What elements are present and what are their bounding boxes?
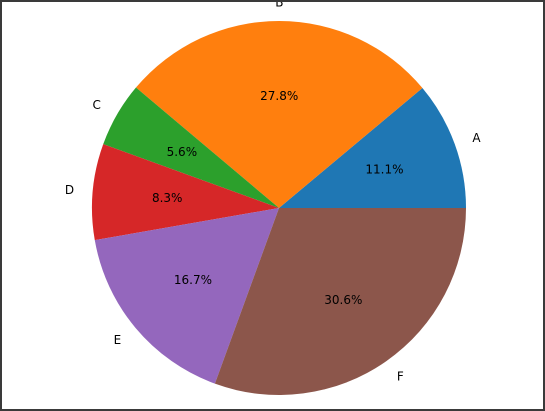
percentage-labels: 11.1% 27.8% 5.6% 8.3% 16.7% 30.6% <box>152 89 404 307</box>
category-label-f: F <box>397 370 404 384</box>
pie-slice-b <box>135 20 423 208</box>
category-label-b: B <box>275 2 283 9</box>
category-labels: A B C D E F <box>65 2 482 384</box>
category-label-c: C <box>93 98 101 112</box>
pie-slice-d <box>91 144 279 241</box>
category-label-d: D <box>65 183 74 197</box>
pie-slice-c <box>103 87 280 208</box>
pct-label-b: 27.8% <box>260 89 298 103</box>
pie-slice-f <box>214 208 466 396</box>
category-label-e: E <box>114 333 122 347</box>
pie-slices <box>91 20 466 396</box>
pct-label-a: 11.1% <box>365 163 403 177</box>
pct-label-d: 8.3% <box>152 191 183 205</box>
pie-slice-e <box>94 208 279 384</box>
pct-label-e: 16.7% <box>174 273 212 287</box>
pie-slice-a <box>279 87 466 208</box>
category-label-a: A <box>472 131 481 145</box>
pct-label-c: 5.6% <box>167 145 198 159</box>
pct-label-f: 30.6% <box>324 293 362 307</box>
